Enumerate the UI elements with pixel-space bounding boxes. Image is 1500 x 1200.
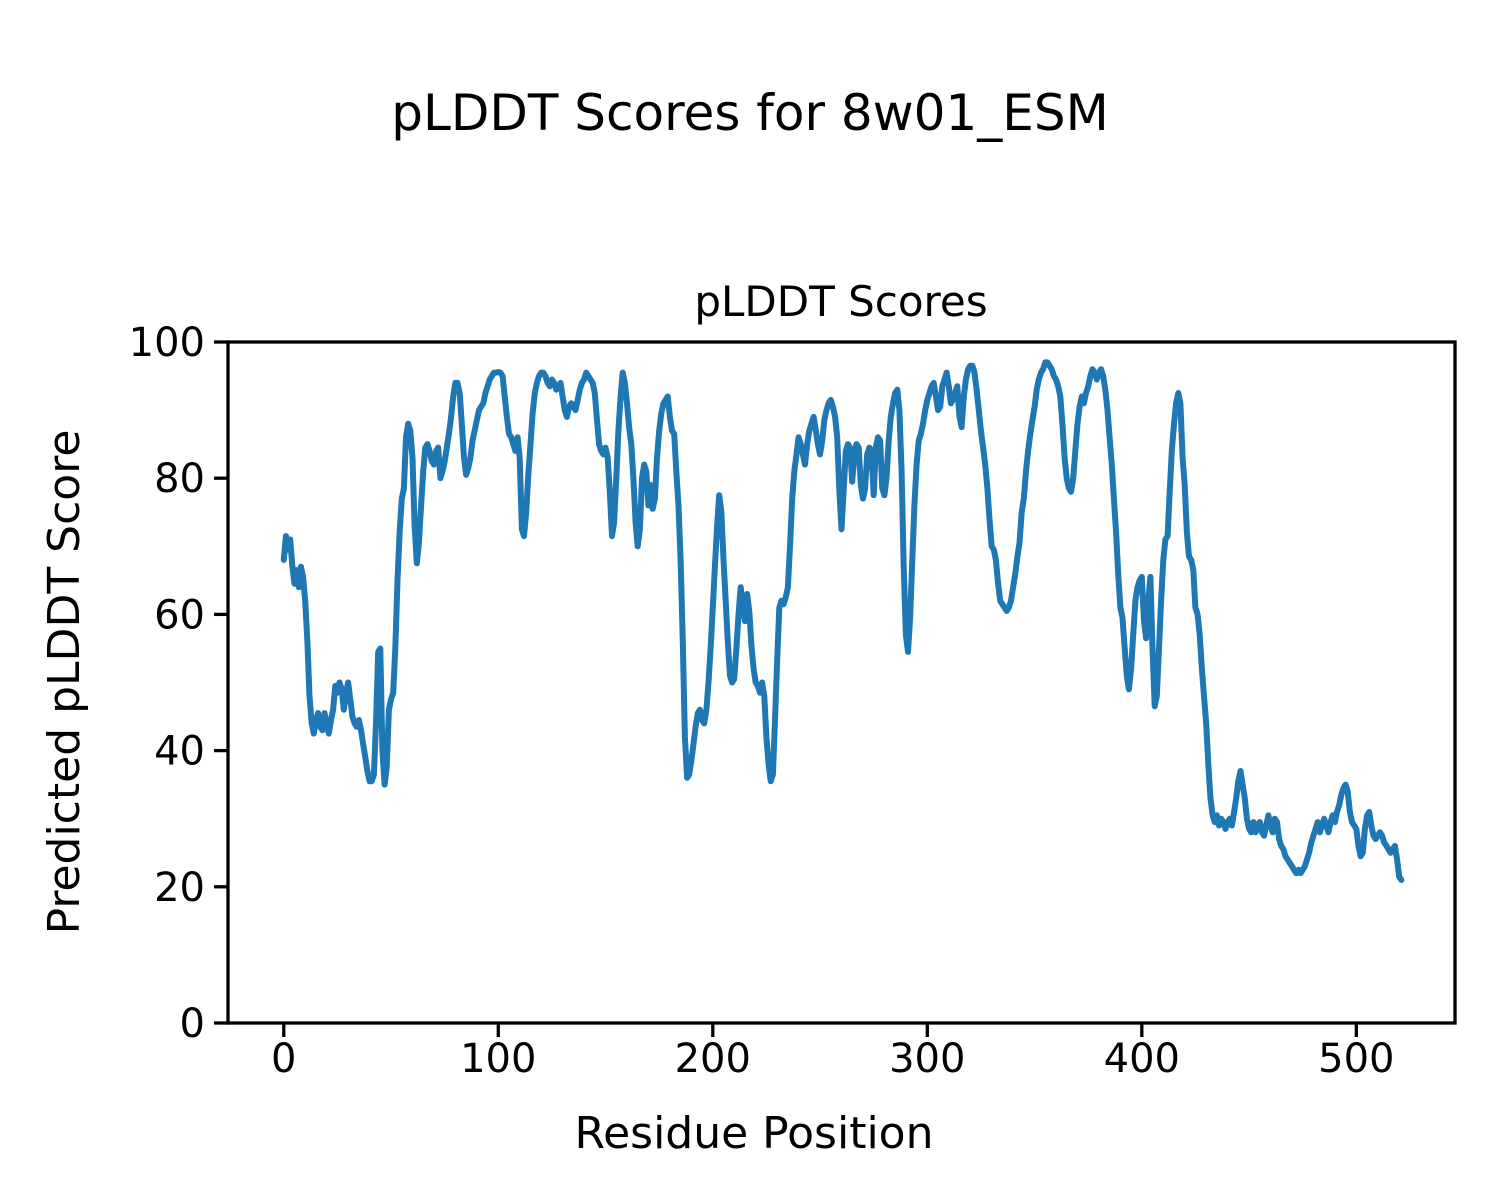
x-axis-ticks: 0 100 200 300 400 500 bbox=[271, 1023, 1395, 1082]
y-tick-label: 20 bbox=[154, 865, 205, 911]
figure-title: pLDDT Scores for 8w01_ESM bbox=[391, 84, 1108, 142]
plot-border bbox=[226, 340, 1457, 1025]
y-tick-label: 0 bbox=[180, 1001, 205, 1047]
y-tick-label: 60 bbox=[154, 592, 205, 638]
x-tick-label: 200 bbox=[675, 1036, 751, 1082]
x-tick-label: 400 bbox=[1104, 1036, 1180, 1082]
y-axis-ticks: 0 20 40 60 80 100 bbox=[129, 320, 228, 1047]
axes-title: pLDDT Scores bbox=[694, 277, 987, 326]
x-axis-label: Residue Position bbox=[574, 1108, 933, 1159]
x-tick-label: 500 bbox=[1318, 1036, 1394, 1082]
y-tick-label: 40 bbox=[154, 729, 205, 775]
y-tick-label: 100 bbox=[129, 320, 205, 366]
x-tick-label: 100 bbox=[460, 1036, 536, 1082]
x-tick-label: 300 bbox=[889, 1036, 965, 1082]
y-axis-label: Predicted pLDDT Score bbox=[39, 430, 90, 935]
plddt-line bbox=[280, 359, 1405, 883]
y-tick-label: 80 bbox=[154, 456, 205, 502]
plddt-line-group bbox=[280, 359, 1405, 883]
x-tick-label: 0 bbox=[271, 1036, 296, 1082]
